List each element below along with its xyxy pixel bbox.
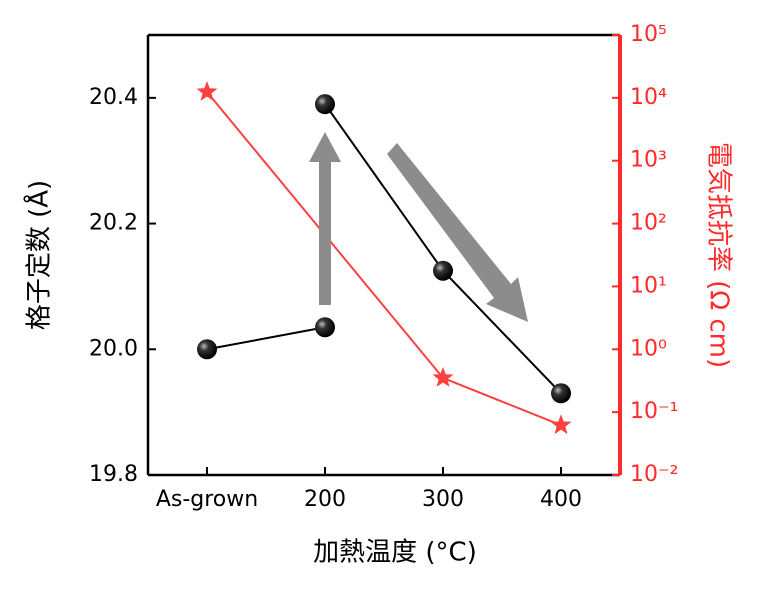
arrow-up <box>309 132 341 305</box>
star-marker <box>196 81 218 101</box>
star-marker <box>550 414 572 435</box>
y2-tick-label: 10³ <box>630 148 667 173</box>
y-axis-label: 格子定数 (Å) <box>23 180 55 330</box>
y2-tick-label: 10⁻² <box>630 462 678 487</box>
sphere-marker <box>197 339 217 360</box>
sphere-marker <box>315 94 335 115</box>
sphere-marker <box>551 383 571 404</box>
x-axis-label: 加熱温度 (°C) <box>313 538 477 568</box>
y-tick-label: 20.4 <box>89 85 138 110</box>
star-marker <box>432 366 454 387</box>
sphere-marker <box>433 260 453 281</box>
y-tick-label: 19.8 <box>89 462 138 487</box>
y2-tick-label: 10⁰ <box>630 336 667 361</box>
x-tick-label: 400 <box>540 487 582 512</box>
y-tick-label: 20.2 <box>89 211 138 236</box>
y2-tick-label: 10¹ <box>630 273 667 298</box>
series-line <box>206 326 326 351</box>
x-tick-label: 200 <box>304 487 346 512</box>
sphere-marker <box>315 317 335 338</box>
y2-tick-label: 10⁴ <box>630 85 667 110</box>
x-tick-label: As-grown <box>156 487 258 512</box>
y2-tick-label: 10⁵ <box>630 22 667 47</box>
x-tick-label: 300 <box>422 487 464 512</box>
plot-area: 19.8 20.0 20.2 20.4 10⁻² 10⁻¹ 10⁰ 10¹ 10² 10³ 10⁴ 1… <box>89 22 678 512</box>
y2-tick-label: 10⁻¹ <box>630 399 678 424</box>
y-tick-label: 20.0 <box>89 336 138 361</box>
y2-tick-label: 10² <box>630 211 667 236</box>
arrow-down <box>387 143 528 322</box>
y2-axis-label: 電気抵抗率 (Ω cm) <box>704 142 734 368</box>
